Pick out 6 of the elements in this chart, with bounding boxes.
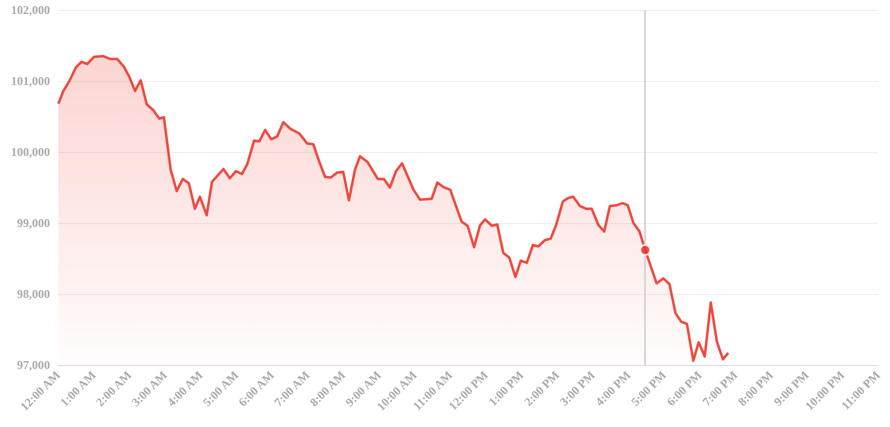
y-tick-label: 100,000	[11, 145, 50, 159]
y-tick-label: 99,000	[17, 216, 50, 230]
y-tick-label: 98,000	[17, 287, 50, 301]
y-tick-label: 102,000	[11, 3, 50, 17]
y-tick-label: 97,000	[17, 358, 50, 372]
y-tick-label: 101,000	[11, 74, 50, 88]
